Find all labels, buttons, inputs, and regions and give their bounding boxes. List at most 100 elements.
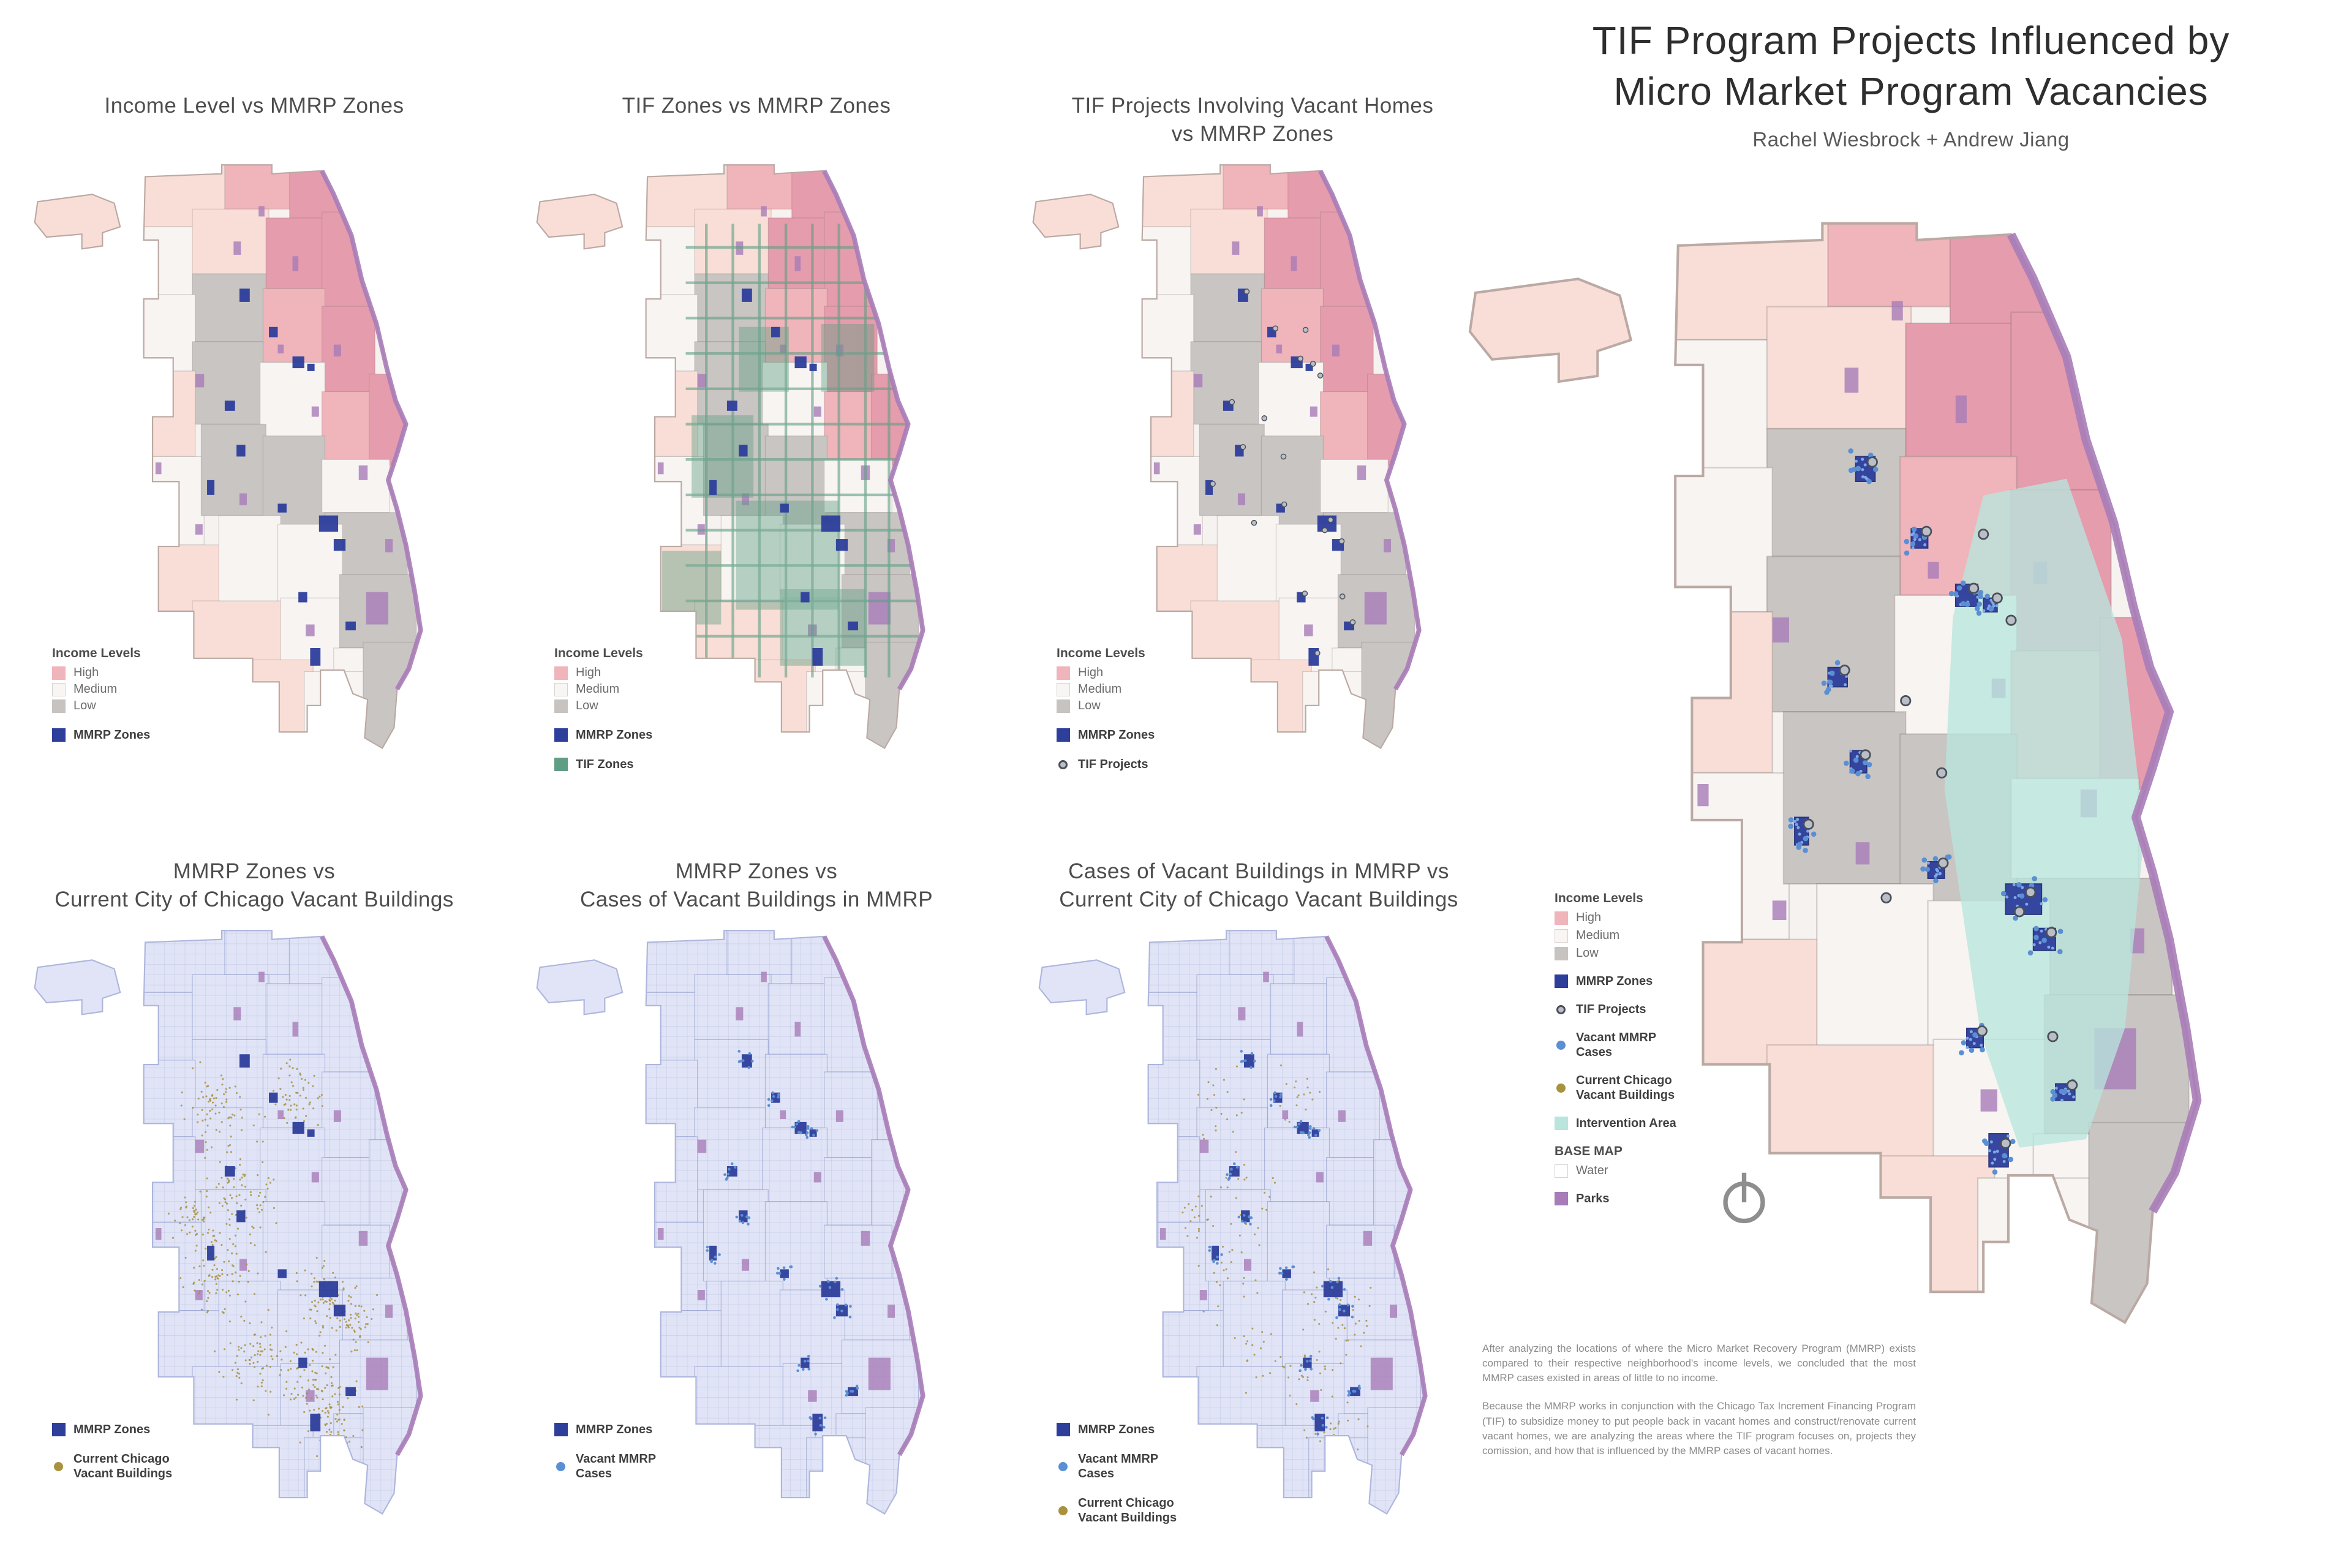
mmrp-zone-swatch — [554, 1423, 568, 1436]
map-title-line: MMRP Zones vs — [173, 859, 336, 883]
chicago-map-canvas — [536, 164, 925, 750]
vacant-mmrp-dot-icon — [556, 1461, 565, 1471]
poster-title-line: TIF Program Projects Influenced by — [1592, 18, 2230, 62]
legend-item-medium: Medium — [1057, 682, 1155, 696]
chicago-map-canvas — [1038, 930, 1428, 1515]
description-paragraph-1: After analyzing the locations of where t… — [1482, 1343, 1916, 1384]
map-title-cases-vs-city-vacant: Cases of Vacant Buildings in MMRP vs Cur… — [1014, 858, 1504, 919]
authors: Rachel Wiesbrock + Andrew Jiang — [1752, 128, 2070, 151]
description-text: After analyzing the locations of where t… — [1482, 1341, 1916, 1472]
legend-item-vacant-mmrp: Vacant MMRP Cases — [554, 1452, 656, 1481]
legend-item-low: Low — [1057, 699, 1155, 713]
legend-income-vs-mmrp: Income Levels High Medium Low MMRP Zones — [52, 646, 150, 745]
mmrp-zone-swatch — [554, 728, 568, 742]
legend-item-vacant-mmrp: Vacant MMRP Cases — [1057, 1452, 1177, 1481]
city-vacant-dot-icon — [1556, 1083, 1566, 1093]
mmrp-zone-swatch — [1057, 1423, 1070, 1436]
poster-title: TIF Program Projects Influenced by Micro… — [1482, 15, 2340, 117]
legend-item-low: Low — [52, 699, 150, 713]
poster-title-line: Micro Market Program Vacancies — [1613, 69, 2209, 114]
legend-item-medium: Medium — [1555, 929, 1757, 943]
tif-project-dot-icon — [1556, 1005, 1566, 1014]
map-title-line: Income Level vs MMRP Zones — [104, 94, 404, 118]
legend-tif-projects: Income Levels High Medium Low MMRP Zones… — [1057, 646, 1155, 774]
city-vacant-dot-icon — [1058, 1506, 1068, 1515]
map-title-line: Cases of Vacant Buildings in MMRP — [579, 887, 933, 911]
map-title-tif-projects: TIF Projects Involving Vacant Homes vs M… — [1014, 92, 1491, 153]
legend-item-low: Low — [1555, 946, 1757, 960]
legend-item-high: High — [554, 666, 652, 680]
tif-zone-swatch — [554, 758, 568, 771]
legend-header-income: Income Levels — [1555, 891, 1643, 905]
water-swatch — [1555, 1164, 1568, 1178]
legend-header-income: Income Levels — [1057, 646, 1145, 660]
map-title-line: Current City of Chicago Vacant Buildings — [1059, 887, 1458, 911]
low-income-swatch — [52, 699, 66, 713]
panel-mmrp-vs-city-vacant: MMRP Zones vs Current City of Chicago Va… — [9, 858, 499, 1537]
low-income-swatch — [554, 699, 568, 713]
panel-mmrp-vs-mmrp-cases: MMRP Zones vs Cases of Vacant Buildings … — [511, 858, 1001, 1537]
map-title-line: vs MMRP Zones — [1171, 121, 1334, 146]
legend-item-mmrp: MMRP Zones — [52, 728, 150, 742]
chicago-map-canvas — [34, 930, 423, 1515]
legend-tif-vs-mmrp: Income Levels High Medium Low MMRP Zones… — [554, 646, 652, 774]
high-income-swatch — [1057, 666, 1070, 680]
map-title-mmrp-vs-city-vacant: MMRP Zones vs Current City of Chicago Va… — [9, 858, 499, 919]
map-cases-vs-city-vacant — [1014, 919, 1504, 1537]
legend-header-base-map: BASE MAP — [1555, 1144, 1623, 1158]
legend-item-mmrp: MMRP Zones — [1057, 728, 1155, 742]
map-title-line: MMRP Zones vs — [675, 859, 838, 883]
medium-income-swatch — [52, 682, 66, 696]
high-income-swatch — [52, 666, 66, 680]
legend-item-high: High — [1555, 911, 1757, 925]
medium-income-swatch — [1057, 682, 1070, 696]
legend-item-high: High — [52, 666, 150, 680]
map-title-line: Cases of Vacant Buildings in MMRP vs — [1068, 859, 1449, 883]
legend-item-high: High — [1057, 666, 1155, 680]
main-legend: Income Levels High Medium Low MMRP Zones… — [1555, 891, 1757, 1210]
legend-item-tif-projects: TIF Projects — [1555, 1002, 1757, 1017]
legend-item-intervention: Intervention Area — [1555, 1116, 1757, 1131]
map-title-line: TIF Projects Involving Vacant Homes — [1071, 94, 1434, 118]
medium-income-swatch — [1555, 929, 1568, 943]
legend-item-mmrp: MMRP Zones — [1057, 1422, 1177, 1437]
legend-item-tif-zones: TIF Zones — [554, 757, 652, 772]
legend-mmrp-vs-city-vacant: MMRP Zones Current Chicago Vacant Buildin… — [52, 1420, 172, 1483]
panel-income-vs-mmrp: Income Level vs MMRP Zones Income Levels… — [9, 92, 499, 772]
mmrp-zone-swatch — [52, 1423, 66, 1436]
north-arrow-icon — [1712, 1164, 1776, 1228]
legend-item-city-vacant: Current Chicago Vacant Buildings — [1057, 1496, 1177, 1525]
legend-item-mmrp: MMRP Zones — [554, 728, 652, 742]
map-income-vs-mmrp — [9, 153, 499, 772]
legend-item-water: Water — [1555, 1164, 1757, 1178]
legend-item-medium: Medium — [554, 682, 652, 696]
vacant-mmrp-dot-icon — [1556, 1040, 1566, 1050]
legend-mmrp-vs-cases: MMRP Zones Vacant MMRP Cases — [554, 1420, 656, 1483]
low-income-swatch — [1555, 946, 1568, 960]
chicago-map-canvas — [536, 930, 925, 1515]
low-income-swatch — [1057, 699, 1070, 713]
mmrp-zone-swatch — [1555, 974, 1568, 988]
legend-item-mmrp: MMRP Zones — [1555, 974, 1757, 989]
panel-cases-vs-city-vacant: Cases of Vacant Buildings in MMRP vs Cur… — [1014, 858, 1504, 1537]
legend-item-tif-projects: TIF Projects — [1057, 757, 1155, 772]
panel-tif-vs-mmrp: TIF Zones vs MMRP Zones Income Levels Hi… — [511, 92, 1001, 772]
legend-item-mmrp: MMRP Zones — [52, 1422, 172, 1437]
vacant-mmrp-dot-icon — [1058, 1461, 1068, 1471]
legend-item-low: Low — [554, 699, 652, 713]
legend-item-city-vacant: Current Chicago Vacant Buildings — [52, 1452, 172, 1481]
map-mmrp-vs-city-vacant — [9, 919, 499, 1537]
high-income-swatch — [1555, 911, 1568, 925]
intervention-area-swatch — [1555, 1117, 1568, 1130]
mmrp-zone-swatch — [1057, 728, 1070, 742]
map-tif-vs-mmrp — [511, 153, 1001, 772]
legend-item-parks: Parks — [1555, 1191, 1757, 1206]
chicago-map-canvas — [34, 164, 423, 750]
mmrp-zone-swatch — [52, 728, 66, 742]
medium-income-swatch — [554, 682, 568, 696]
map-title-income-vs-mmrp: Income Level vs MMRP Zones — [9, 92, 499, 153]
panel-tif-projects-vs-mmrp: TIF Projects Involving Vacant Homes vs M… — [1014, 92, 1491, 772]
map-mmrp-vs-cases — [511, 919, 1001, 1537]
map-title-mmrp-vs-cases: MMRP Zones vs Cases of Vacant Buildings … — [511, 858, 1001, 919]
legend-item-medium: Medium — [52, 682, 150, 696]
